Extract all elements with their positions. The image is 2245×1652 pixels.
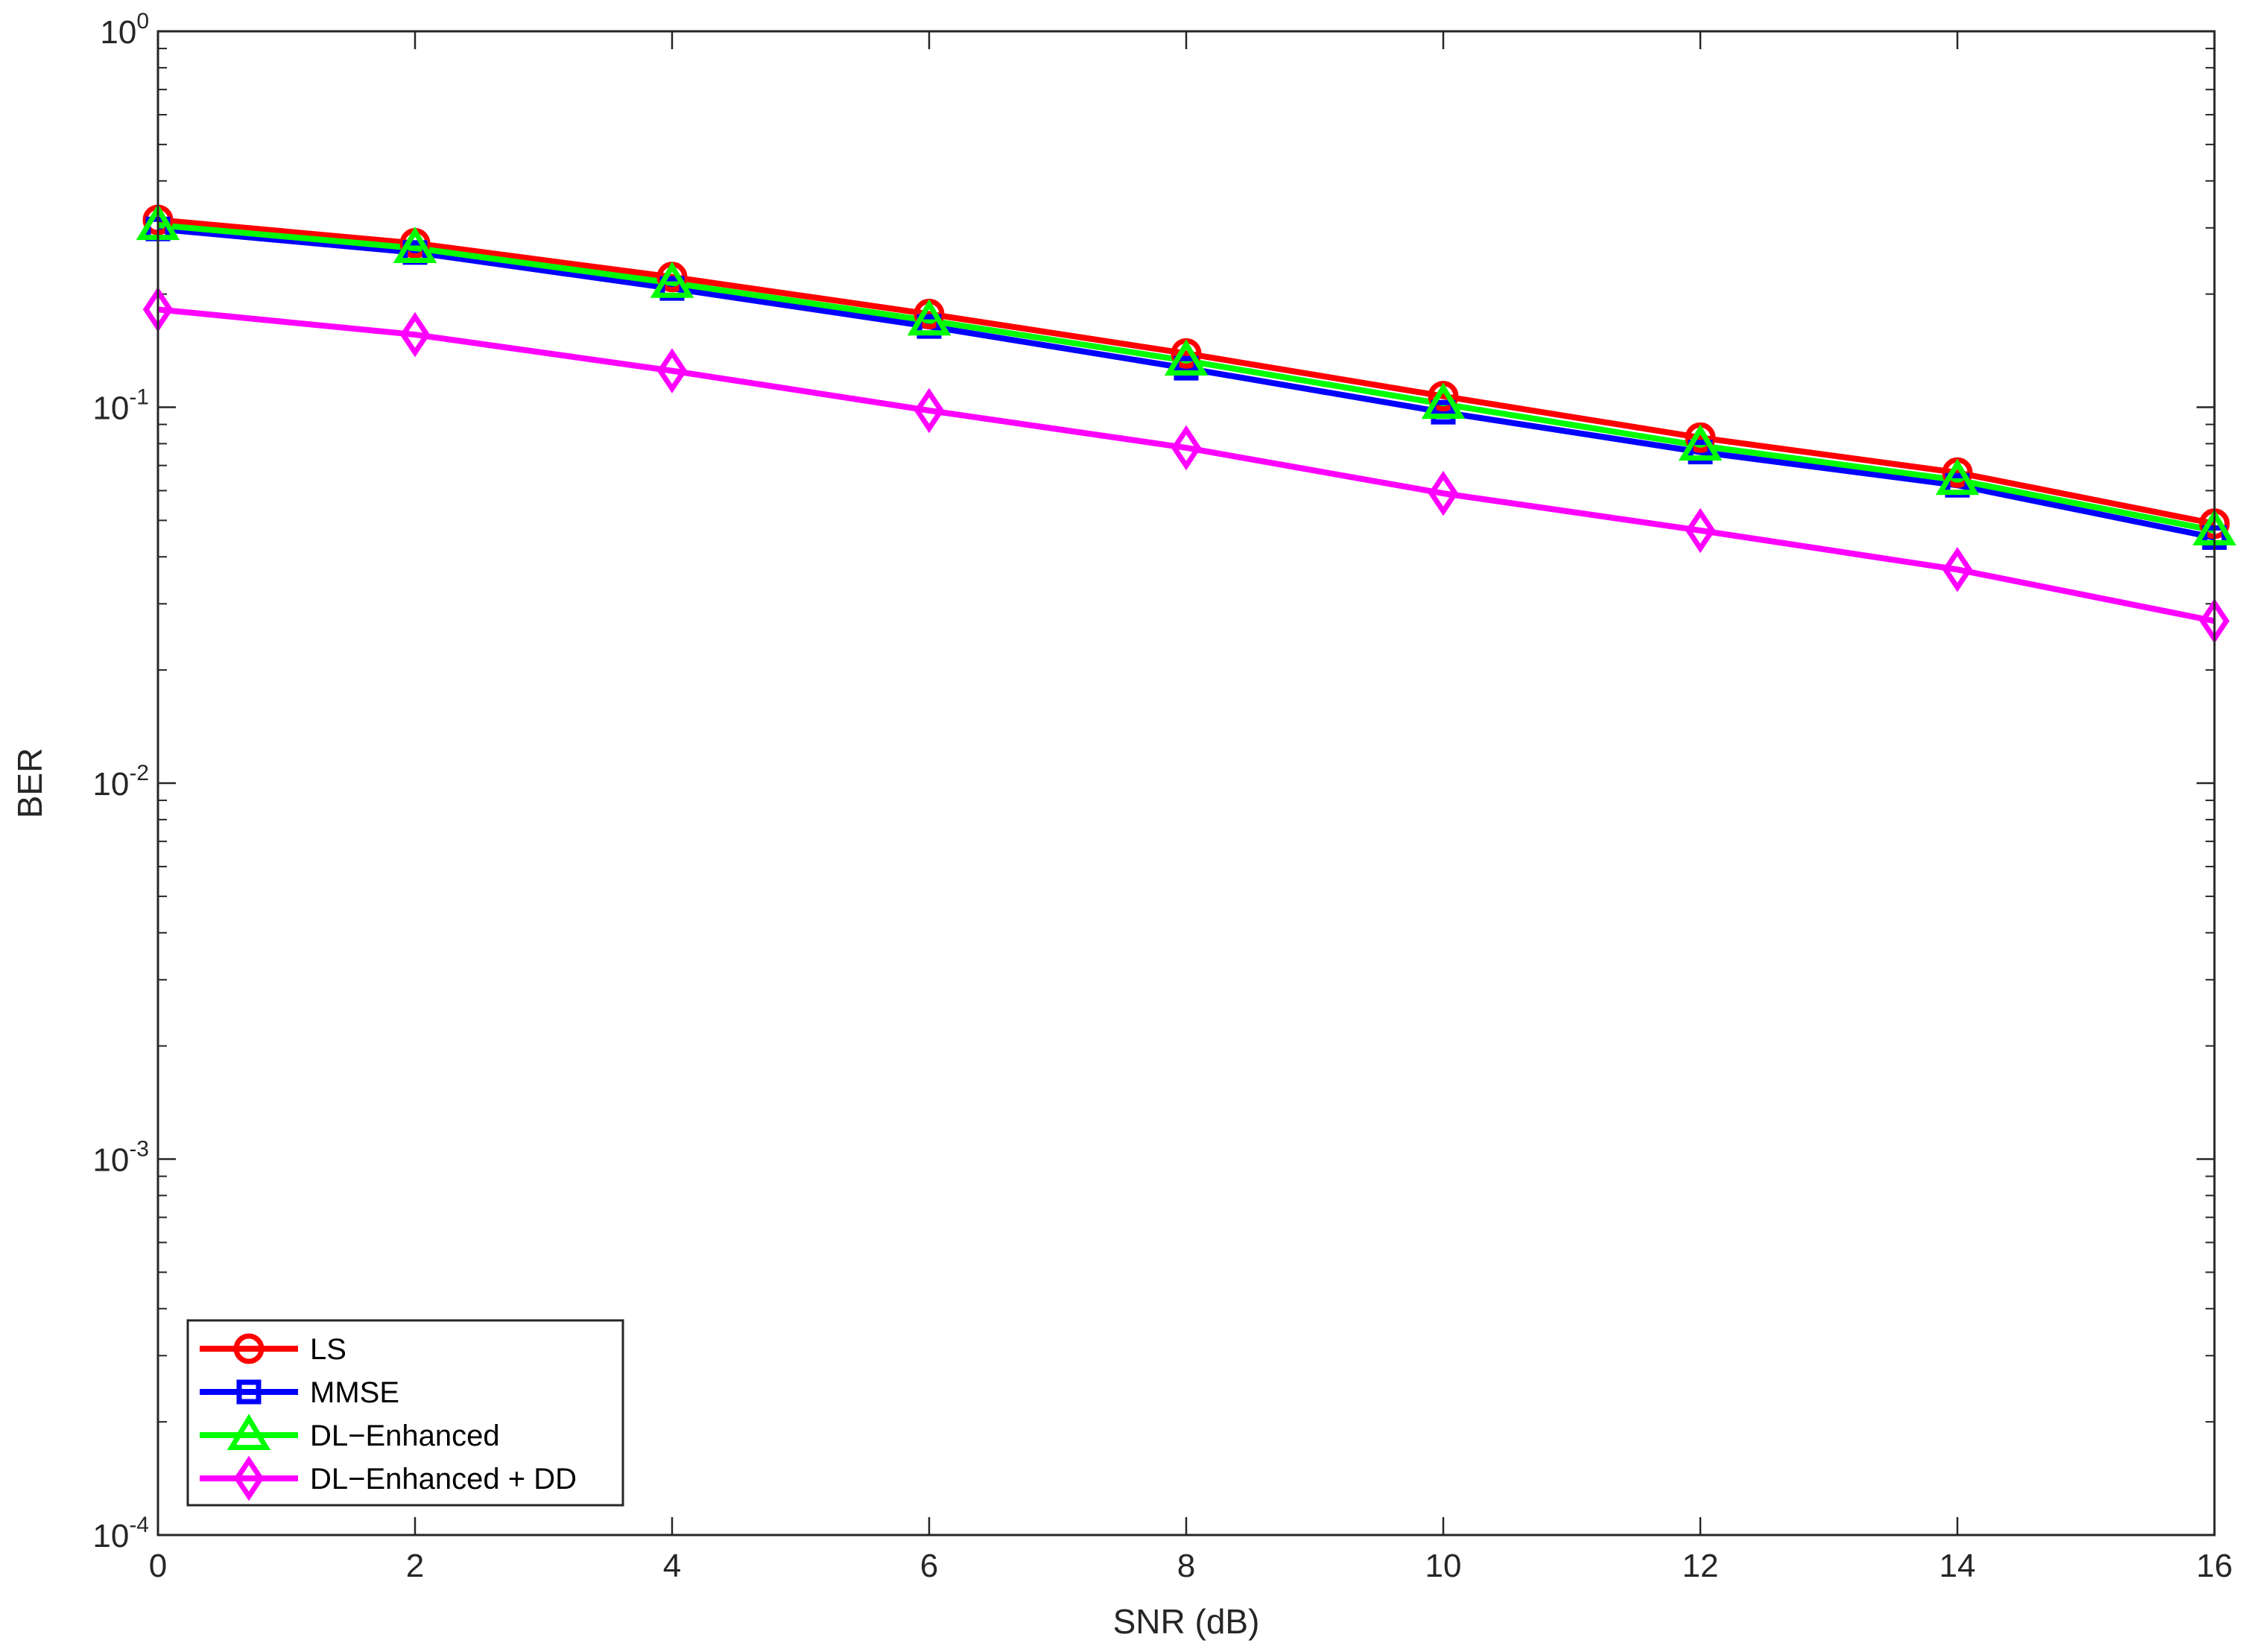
series-2-point-2 xyxy=(650,262,694,298)
series-3-point-1 xyxy=(399,311,431,358)
series-2-point-7 xyxy=(1935,458,1980,496)
x-tick-label-6: 12 xyxy=(1682,1548,1719,1584)
series-line-0 xyxy=(157,217,2215,527)
x-tick-label-2: 4 xyxy=(663,1548,681,1584)
series-1-point-6 xyxy=(1688,440,1713,465)
series-3-point-6 xyxy=(1685,507,1716,554)
legend-label-2: DL−Enhanced xyxy=(310,1420,500,1452)
y-tick-exponent-0: -4 xyxy=(129,1513,149,1537)
series-markers xyxy=(136,203,2237,644)
y-tick-base-1: 10 xyxy=(92,1142,129,1179)
y-tick-label-2: 10-2 xyxy=(92,761,149,803)
x-tick-label-7: 14 xyxy=(1940,1548,1976,1584)
x-tick-label-3: 6 xyxy=(920,1548,938,1584)
x-tick-label-1: 2 xyxy=(406,1548,424,1584)
series-3-point-5 xyxy=(1428,470,1459,516)
series-3-point-4 xyxy=(1171,425,1202,471)
y-tick-base-4: 10 xyxy=(100,14,136,51)
series-3-point-2 xyxy=(656,348,688,393)
series-2-point-1 xyxy=(393,227,437,263)
x-axis-label: SNR (dB) xyxy=(1113,1602,1260,1641)
legend-marker-0 xyxy=(233,1333,265,1364)
x-tick-label-5: 10 xyxy=(1425,1548,1462,1584)
y-tick-exponent-3: -1 xyxy=(129,385,149,410)
series-2-point-6 xyxy=(1678,424,1723,461)
plot-frame xyxy=(156,30,2216,1537)
y-tick-base-2: 10 xyxy=(92,766,129,803)
y-tick-label-4: 100 xyxy=(100,9,149,51)
y-minor-ticks xyxy=(158,48,2214,1423)
series-1-point-2 xyxy=(659,276,685,301)
series-2-point-5 xyxy=(1421,382,1466,420)
series-2-point-4 xyxy=(1164,339,1209,376)
x-axis-ticks: 0 2 4 6 8 10 12 14 16 xyxy=(149,31,2233,1584)
legend: LS MMSE DL−Enhanced DL−Enhanced + DD xyxy=(186,1319,624,1507)
series-2-point-3 xyxy=(907,299,951,336)
x-tick-label-8: 16 xyxy=(2197,1548,2233,1584)
plot-area xyxy=(158,31,2214,1535)
series-3-point-7 xyxy=(1942,547,1973,592)
y-tick-exponent-4: 0 xyxy=(136,9,149,34)
legend-marker-1 xyxy=(236,1379,262,1405)
x-tick-label-4: 8 xyxy=(1177,1548,1195,1584)
legend-label-0: LS xyxy=(310,1333,346,1366)
y-axis-label: BER xyxy=(10,748,49,819)
series-1-point-3 xyxy=(916,314,942,339)
legend-label-3: DL−Enhanced + DD xyxy=(310,1463,577,1496)
series-3-point-3 xyxy=(913,387,945,434)
legend-label-1: MMSE xyxy=(310,1376,399,1409)
legend-marker-2 xyxy=(227,1414,271,1450)
series-1-point-4 xyxy=(1174,355,1199,381)
y-tick-label-0: 10-4 xyxy=(92,1513,149,1554)
y-tick-label-3: 10-1 xyxy=(92,385,149,427)
y-tick-exponent-2: -2 xyxy=(129,761,149,785)
y-tick-exponent-1: -3 xyxy=(129,1137,149,1162)
x-tick-label-0: 0 xyxy=(149,1548,167,1584)
legend-marker-3 xyxy=(233,1455,265,1501)
series-1-point-5 xyxy=(1431,399,1456,425)
y-tick-base-3: 10 xyxy=(92,390,129,427)
y-tick-base-0: 10 xyxy=(92,1518,129,1554)
y-tick-label-1: 10-3 xyxy=(92,1137,149,1179)
series-line-3 xyxy=(157,306,2215,624)
